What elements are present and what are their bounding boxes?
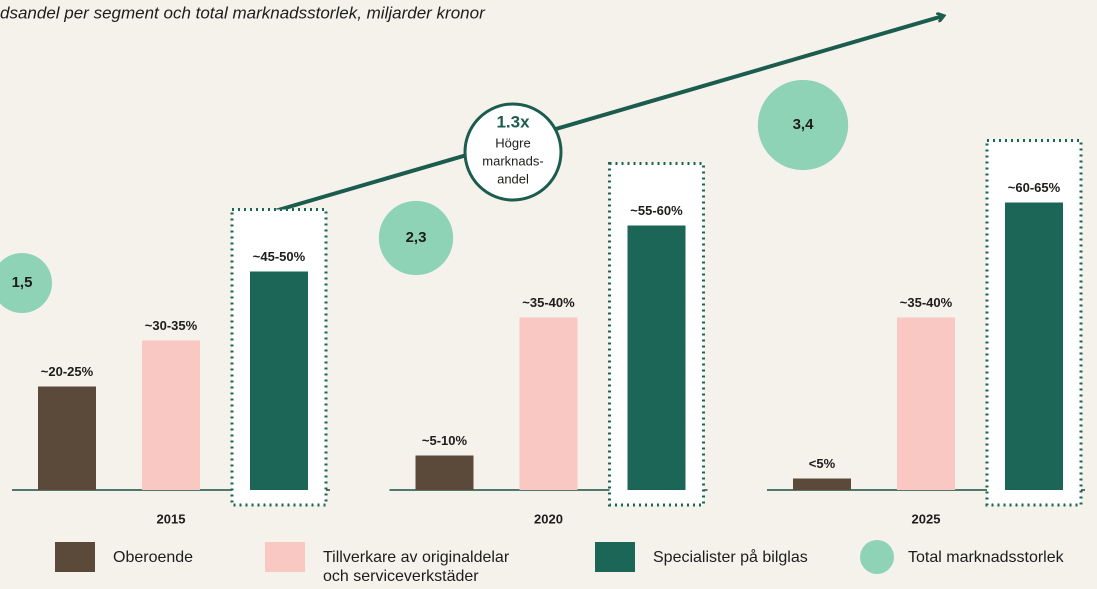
bubble — [0, 253, 52, 313]
chart-title: dsandel per segment och total marknadsst… — [0, 3, 486, 22]
bar — [142, 340, 200, 490]
legend-swatch — [860, 540, 894, 574]
bar — [519, 317, 578, 490]
value-label: ~30-35% — [145, 318, 198, 333]
legend-label: Tillverkare av originaldelar och service… — [323, 549, 510, 585]
annotation-circle — [463, 102, 563, 202]
x-tick-label: 2020 — [534, 511, 563, 526]
bar — [897, 317, 955, 490]
legend-item: Oberoende — [55, 542, 255, 572]
bar — [250, 271, 308, 490]
value-label: ~5-10% — [422, 433, 468, 448]
value-label: ~45-50% — [253, 249, 306, 264]
bar — [627, 225, 686, 490]
legend-item: Tillverkare av originaldelar och service… — [265, 542, 555, 586]
value-label: ~35-40% — [522, 295, 575, 310]
bubble — [378, 200, 454, 276]
legend-swatch — [265, 542, 305, 572]
bubble — [757, 79, 849, 171]
x-tick-label: 2025 — [912, 511, 941, 526]
annotation-line: andel — [497, 171, 529, 186]
legend-item: Total marknadsstorlek — [860, 540, 1097, 574]
x-tick-label: 2015 — [157, 511, 186, 526]
bubble-label: 2,3 — [406, 229, 427, 246]
value-label: ~20-25% — [41, 364, 94, 379]
value-label: ~35-40% — [900, 295, 953, 310]
bubble-label: 3,4 — [793, 116, 815, 133]
bar — [793, 478, 851, 490]
legend-label: Oberoende — [113, 549, 194, 566]
legend-swatch — [595, 542, 635, 572]
bar — [38, 386, 96, 490]
value-label: ~60-65% — [1008, 180, 1061, 195]
annotation-line: Högre — [495, 135, 530, 150]
bar — [1005, 202, 1063, 490]
legend-swatch — [55, 542, 95, 572]
legend-item: Specialister på bilglas — [595, 542, 850, 572]
bar — [415, 455, 474, 490]
legend-label: Specialister på bilglas — [653, 549, 808, 566]
value-label: <5% — [809, 456, 836, 471]
annotation-line: marknads- — [482, 153, 543, 168]
legend-label: Total marknadsstorlek — [908, 549, 1064, 566]
bubble-label: 1,5 — [12, 274, 33, 291]
trend-arrow — [267, 16, 943, 215]
annotation-value: 1.3x — [496, 112, 530, 131]
value-label: ~55-60% — [630, 203, 683, 218]
